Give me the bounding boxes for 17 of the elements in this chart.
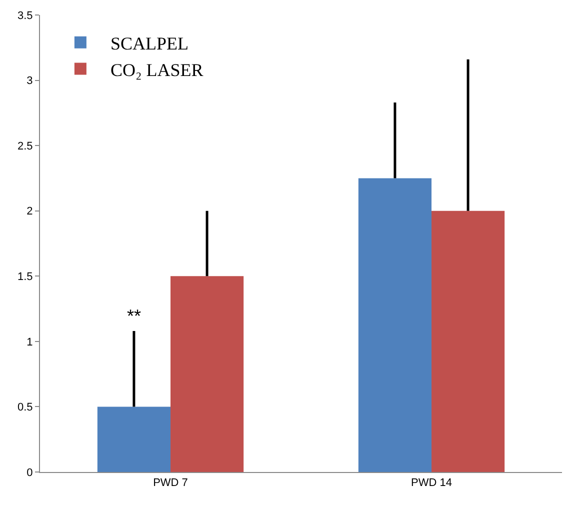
legend-label: CO₂ LASER	[110, 60, 204, 80]
y-tick-label: 3	[26, 75, 33, 88]
legend-label: SCALPEL	[110, 33, 188, 54]
y-tick-label: 1.5	[18, 270, 33, 283]
x-tick-label: PWD 7	[153, 477, 188, 490]
bar	[97, 406, 170, 472]
annotation: **	[127, 306, 142, 326]
bar	[358, 178, 432, 472]
y-tick-label: 2.5	[18, 140, 33, 152]
y-tick-label: 2	[26, 206, 33, 218]
bar	[432, 210, 505, 472]
y-tick-label: 0	[26, 466, 33, 479]
y-tick-label: 1	[26, 336, 33, 348]
y-tick-label: 0.5	[18, 402, 33, 414]
x-tick-label: PWD 14	[411, 477, 452, 490]
bar	[170, 276, 244, 472]
y-tick-label: 3.5	[18, 10, 33, 22]
